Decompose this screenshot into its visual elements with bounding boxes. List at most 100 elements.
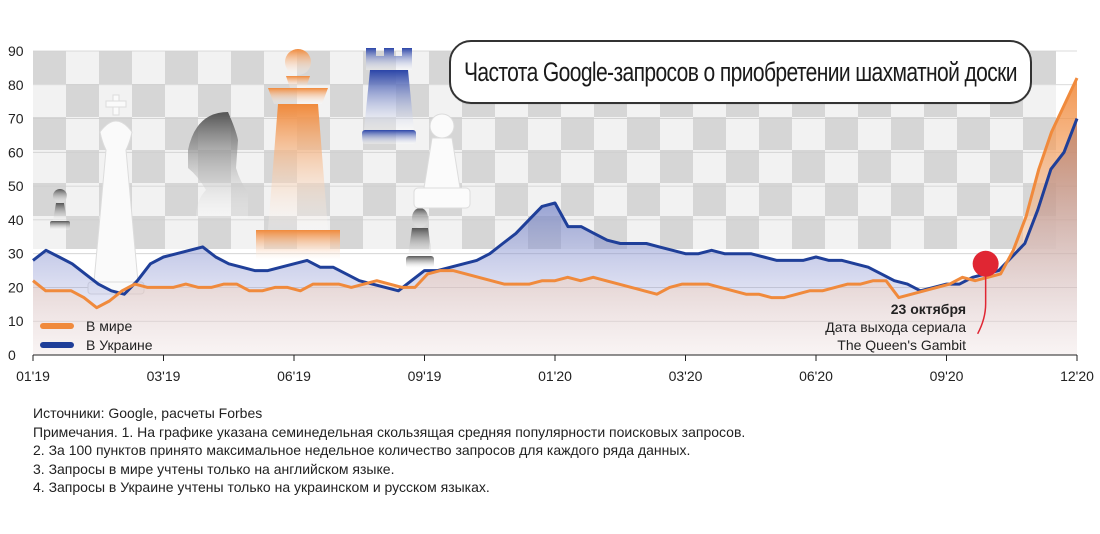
board-square <box>66 150 99 183</box>
board-square <box>462 216 495 249</box>
board-square <box>165 183 198 216</box>
legend: В мире В Украине <box>40 316 153 354</box>
board-square <box>33 84 66 117</box>
source-note: Источники: Google, расчеты Forbes <box>33 405 263 421</box>
x-tick-label: 03'20 <box>669 368 703 384</box>
board-square <box>693 183 726 216</box>
board-square <box>66 183 99 216</box>
board-square <box>528 117 561 150</box>
board-square <box>825 150 858 183</box>
board-square <box>165 51 198 84</box>
y-tick-label: 0 <box>8 347 16 363</box>
board-square <box>462 117 495 150</box>
board-square <box>858 117 891 150</box>
line-world <box>32 77 1079 310</box>
board-square <box>759 183 792 216</box>
board-square <box>132 117 165 150</box>
board-square <box>792 150 825 183</box>
board-square <box>660 150 693 183</box>
board-square <box>594 150 627 183</box>
x-tick-label: 06'19 <box>277 368 311 384</box>
queen-orange-icon <box>256 49 340 260</box>
board-square <box>330 183 363 216</box>
release-dot <box>972 250 999 277</box>
board-square <box>66 216 99 249</box>
board-square <box>891 117 924 150</box>
x-tick-label: 09'20 <box>930 368 964 384</box>
board-square <box>924 117 957 150</box>
chess-pieces-decoration <box>50 48 471 295</box>
board-square <box>99 51 132 84</box>
rook-blue-icon <box>362 48 416 144</box>
board-square <box>66 51 99 84</box>
x-axis: 01'19 03'19 06'19 09'19 01'20 03'20 06'20 09'20… <box>16 354 1094 384</box>
board-square <box>561 150 594 183</box>
y-tick-label: 10 <box>8 313 24 329</box>
legend-swatch-ukraine <box>40 341 74 348</box>
board-square <box>627 117 660 150</box>
x-tick-label: 06'20 <box>799 368 833 384</box>
board-square <box>495 150 528 183</box>
board-square <box>561 117 594 150</box>
pawn-white-icon <box>413 113 471 209</box>
board-square <box>132 183 165 216</box>
board-square <box>759 117 792 150</box>
board-square <box>858 183 891 216</box>
board-square <box>66 117 99 150</box>
board-square <box>165 216 198 249</box>
y-tick-label: 80 <box>8 77 24 93</box>
x-tick-label: 09'19 <box>408 368 442 384</box>
board-square <box>891 150 924 183</box>
board-square <box>924 183 957 216</box>
board-square <box>957 216 990 249</box>
board-square <box>330 117 363 150</box>
x-tick-label: 01'19 <box>16 368 50 384</box>
board-square <box>363 183 396 216</box>
board-square <box>132 150 165 183</box>
y-tick-label: 90 <box>8 43 24 59</box>
note-3: 3. Запросы в мире учтены только на англи… <box>33 460 395 477</box>
y-axis: 0 10 20 30 40 50 60 70 80 90 <box>8 43 24 363</box>
board-square <box>495 117 528 150</box>
board-square <box>528 150 561 183</box>
board-square <box>396 150 429 183</box>
note-4: 4. Запросы в Украине учтены только на ук… <box>33 479 490 495</box>
board-square <box>33 150 66 183</box>
board-square <box>33 117 66 150</box>
board-square <box>627 150 660 183</box>
board-square <box>759 216 792 249</box>
area-world <box>33 78 1077 355</box>
board-square <box>165 84 198 117</box>
legend-swatch-world <box>40 322 74 329</box>
board-square <box>132 51 165 84</box>
board-square <box>957 117 990 150</box>
board-square <box>231 51 264 84</box>
board-square <box>924 216 957 249</box>
board-square <box>726 150 759 183</box>
x-tick-label: 12'20 <box>1060 368 1094 384</box>
board-square <box>33 51 66 84</box>
board-square <box>363 150 396 183</box>
legend-label-world: В мире <box>86 317 133 334</box>
knight-gray-icon <box>188 112 248 218</box>
legend-item-ukraine: В Украине <box>40 335 153 354</box>
y-tick-label: 60 <box>8 144 24 160</box>
board-square <box>198 216 231 249</box>
note-2: 2. За 100 пунктов принято максимальное н… <box>33 442 691 458</box>
board-square <box>132 216 165 249</box>
board-square <box>594 117 627 150</box>
board-square <box>231 84 264 117</box>
board-square <box>792 117 825 150</box>
board-square <box>792 183 825 216</box>
board-square <box>495 183 528 216</box>
board-square <box>627 183 660 216</box>
board-square <box>990 117 1023 150</box>
board-square <box>363 216 396 249</box>
annotation-line-2: The Queen's Gambit <box>837 337 966 353</box>
board-square <box>660 183 693 216</box>
release-annotation: 23 октября Дата выхода сериала The Queen… <box>825 300 966 354</box>
board-square <box>693 117 726 150</box>
chart-title: Частота Google-запросов о приобретении ш… <box>464 56 1018 87</box>
board-square <box>462 150 495 183</box>
